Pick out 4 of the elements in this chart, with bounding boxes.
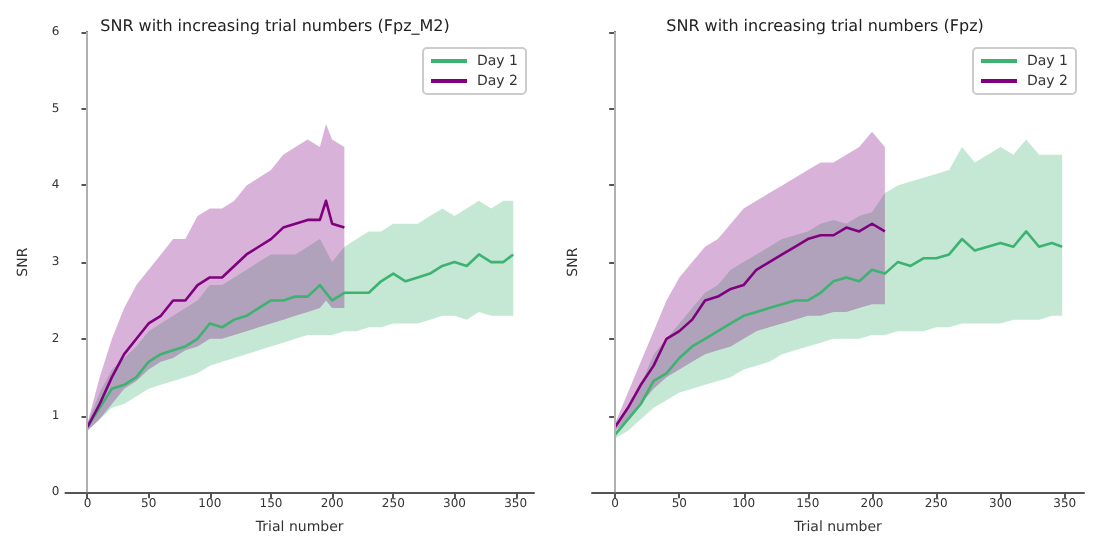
line-series (86, 253, 515, 429)
chart-title: SNR with increasing trial numbers (Fpz_M2) (100, 17, 450, 35)
chart-title: SNR with increasing trial numbers (Fpz) (666, 17, 984, 35)
line-series (86, 199, 346, 429)
